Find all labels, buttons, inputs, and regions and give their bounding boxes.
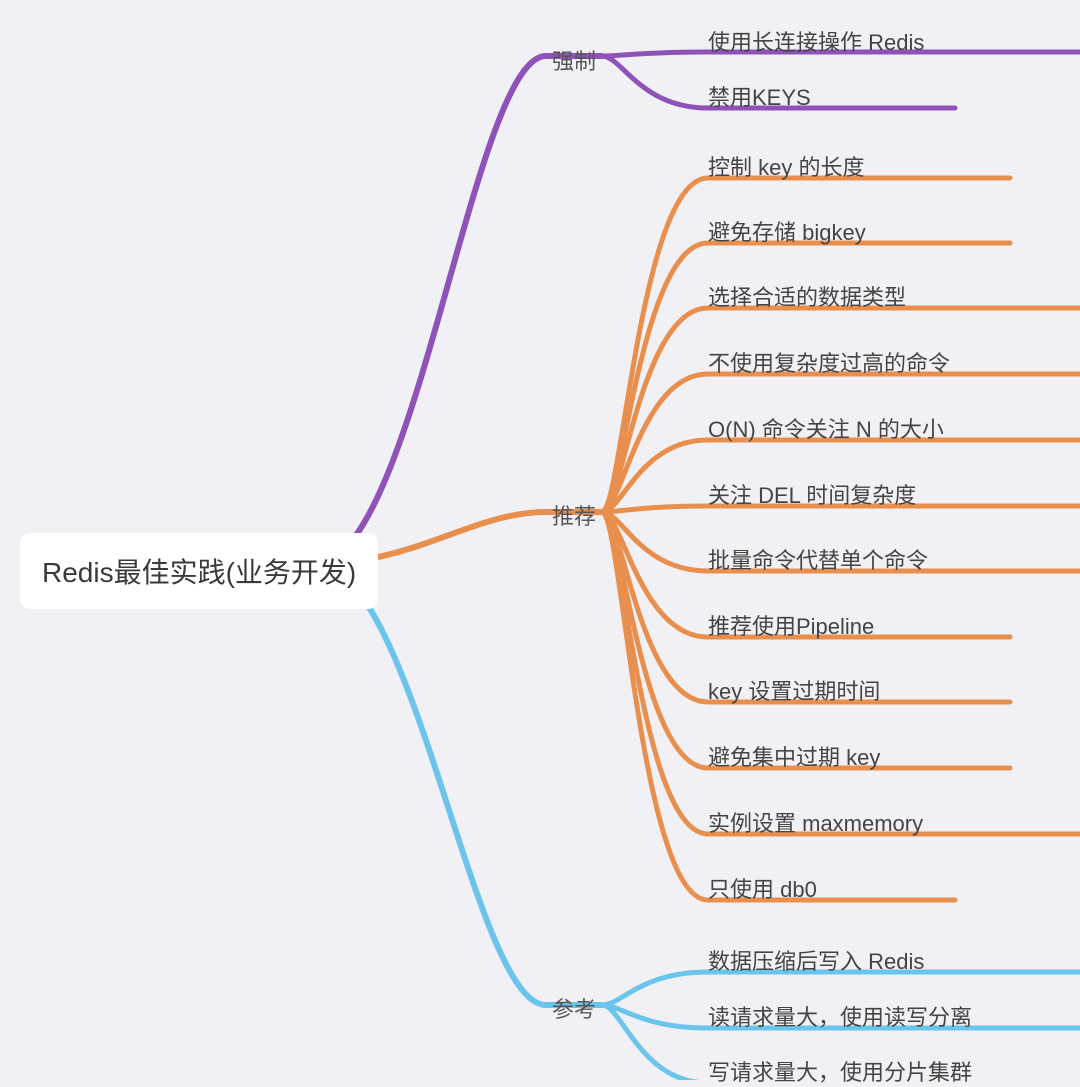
leaf-rec-5: 关注 DEL 时间复杂度 — [708, 478, 916, 510]
leaf-rec-10: 实例设置 maxmemory — [708, 806, 923, 838]
leaf-rec-7: 推荐使用Pipeline — [708, 609, 874, 641]
leaf-rec-2: 选择合适的数据类型 — [708, 280, 906, 312]
root-node: Redis最佳实践(业务开发) — [20, 533, 378, 609]
category-label-must: 强制 — [552, 44, 596, 76]
leaf-rec-4: O(N) 命令关注 N 的大小 — [708, 412, 944, 444]
root-label: Redis最佳实践(业务开发) — [42, 557, 356, 588]
leaf-ref-0: 数据压缩后写入 Redis — [708, 944, 924, 976]
leaf-rec-6: 批量命令代替单个命令 — [708, 543, 928, 575]
leaf-rec-8: key 设置过期时间 — [708, 674, 880, 706]
leaf-rec-1: 避免存储 bigkey — [708, 215, 866, 247]
category-label-rec: 推荐 — [552, 499, 596, 531]
leaf-must-0: 使用长连接操作 Redis — [708, 25, 924, 57]
leaf-rec-0: 控制 key 的长度 — [708, 150, 864, 182]
leaf-rec-3: 不使用复杂度过高的命令 — [708, 346, 950, 378]
leaf-rec-9: 避免集中过期 key — [708, 740, 880, 772]
category-label-ref: 参考 — [552, 992, 596, 1024]
leaf-ref-1: 读请求量大，使用读写分离 — [708, 1000, 972, 1032]
leaf-must-1: 禁用KEYS — [708, 80, 811, 112]
leaf-ref-2: 写请求量大，使用分片集群 — [708, 1055, 972, 1087]
leaf-rec-11: 只使用 db0 — [708, 872, 817, 904]
